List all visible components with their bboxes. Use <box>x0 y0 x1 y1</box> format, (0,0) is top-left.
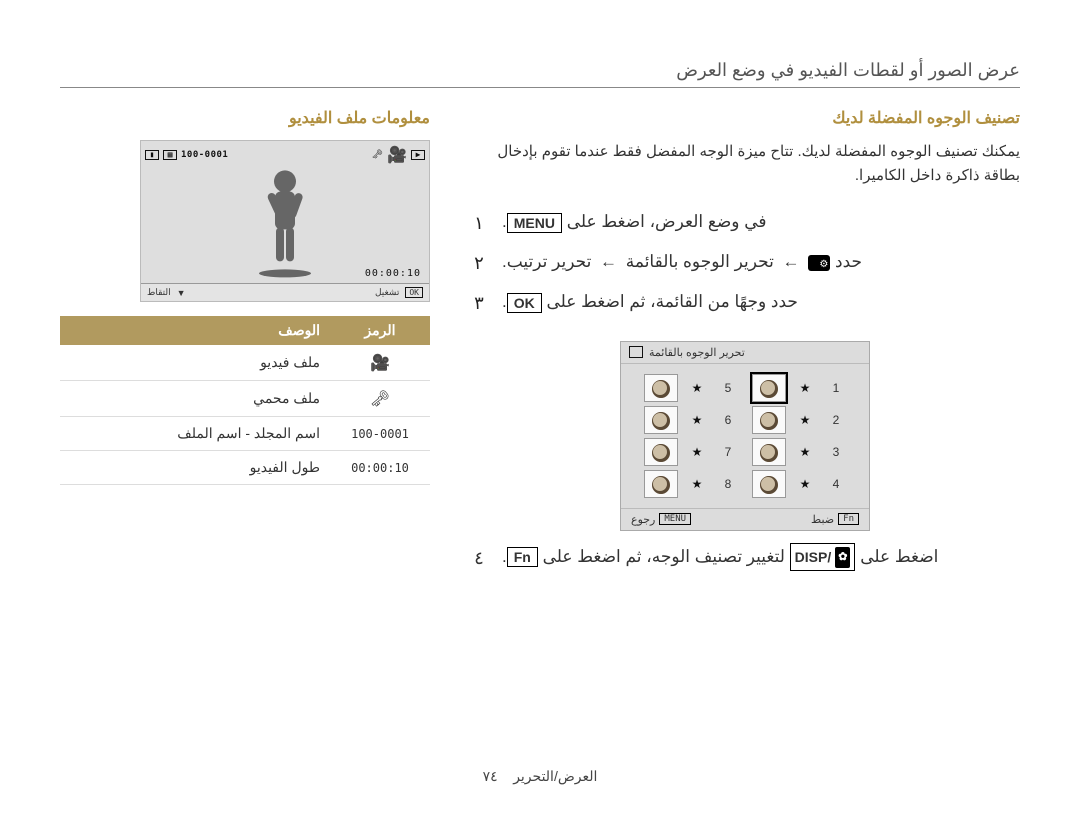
screen-topbar: ▶ 🎥 🗝 100-0001 ▦ ▮ <box>145 145 425 164</box>
symbol-cell: 00:00:10 <box>340 451 430 485</box>
intro-text: يمكنك تصنيف الوجوه المفضلة لديك. تتاح مي… <box>470 140 1020 188</box>
lock-icon: 🗝 <box>372 150 383 160</box>
star-icon: ★ <box>688 413 706 427</box>
fn-key: Fn <box>507 547 538 567</box>
col-symbol: الرمز <box>340 316 430 345</box>
step-item: ٣ حدد وجهًا من القائمة، ثم اضغط على OK. <box>470 286 1020 320</box>
icon-table: الرمز الوصف 🎥ملف فيديو🗝ملف محمي100-0001ا… <box>60 316 430 485</box>
symbol-cell: 🗝 <box>340 381 430 417</box>
face-rank-number: 2 <box>824 413 848 427</box>
footer-section: العرض/التحرير <box>513 768 597 784</box>
arrow-left-icon: ← <box>596 252 621 271</box>
face-rank-number: 1 <box>824 381 848 395</box>
steps-list: ١ في وضع العرض، اضغط على MENU. ٢ حدد ← تحري… <box>470 206 1020 321</box>
desc-cell: اسم المجلد - اسم الملف <box>60 417 340 451</box>
step-item: ٢ حدد ← تحرير الوجوه بالقائمة ← تحرير ترت… <box>470 246 1020 280</box>
video-file-icon: 🎥 <box>387 145 407 164</box>
folder-number: 100-0001 <box>181 150 228 160</box>
step-body: في وضع العرض، اضغط على MENU. <box>502 206 767 240</box>
face-rank-number: 7 <box>716 445 740 459</box>
table-row: 🎥ملف فيديو <box>60 345 430 381</box>
screen-bottombar: OK تشغيل ▼ التقاط <box>141 283 429 301</box>
play-label: تشغيل <box>375 287 399 298</box>
star-icon: ★ <box>796 413 814 427</box>
page-title: عرض الصور أو لقطات الفيديو في وضع العرض <box>676 60 1020 80</box>
face-thumbnail[interactable] <box>752 374 786 402</box>
capture-label: التقاط <box>147 287 171 298</box>
face-thumbnail[interactable] <box>752 470 786 498</box>
face-screen-title: تحرير الوجوه بالقائمة <box>649 346 745 359</box>
face-grid: 1 ★ 5 ★ 2 ★ 6 ★ 3 ★ 7 ★ 4 ★ 8 ★ <box>621 364 869 508</box>
step-number: ٣ <box>470 286 488 320</box>
child-figure-icon <box>250 163 320 283</box>
star-icon: ★ <box>688 381 706 395</box>
desc-cell: ملف فيديو <box>60 345 340 381</box>
step-body: حدد وجهًا من القائمة، ثم اضغط على OK. <box>502 286 798 320</box>
face-edit-screen: تحرير الوجوه بالقائمة 1 ★ 5 ★ 2 ★ 6 ★ 3 ★ 7 ★ 4 ★ 8 ★ F… <box>620 341 870 531</box>
step-body: حدد ← تحرير الوجوه بالقائمة ← تحرير ترتي… <box>502 246 862 280</box>
menu-button[interactable]: MENU <box>659 513 691 525</box>
menu-key: MENU <box>507 213 562 233</box>
step-number: ٢ <box>470 246 488 280</box>
face-rank-number: 8 <box>716 477 740 491</box>
face-rank-number: 6 <box>716 413 740 427</box>
page-header: عرض الصور أو لقطات الفيديو في وضع العرض <box>60 60 1020 88</box>
step-4: ٤ اضغط على ✿/DISP لتغيير تصنيف الوجه، ثم… <box>470 541 1020 575</box>
star-icon: ★ <box>796 381 814 395</box>
section-title-faces: تصنيف الوجوه المفضلة لديك <box>470 108 1020 128</box>
star-icon: ★ <box>688 445 706 459</box>
back-label: رجوع <box>631 513 655 526</box>
timestamp: 00:00:10 <box>365 268 421 279</box>
set-label: ضبط <box>811 513 834 526</box>
left-column: تصنيف الوجوه المفضلة لديك يمكنك تصنيف ال… <box>470 108 1020 575</box>
video-screen: ▶ 🎥 🗝 100-0001 ▦ ▮ <box>140 140 430 302</box>
face-rank-number: 5 <box>716 381 740 395</box>
face-rank-number: 4 <box>824 477 848 491</box>
step-body: اضغط على ✿/DISP لتغيير تصنيف الوجه، ثم ا… <box>502 541 938 575</box>
table-row: 00:00:10طول الفيديو <box>60 451 430 485</box>
play-mode-icon: ▶ <box>411 150 425 160</box>
face-thumbnail[interactable] <box>752 438 786 466</box>
desc-cell: ملف محمي <box>60 381 340 417</box>
step-number: ٤ <box>470 541 488 575</box>
ok-key: OK <box>507 293 542 313</box>
arrow-left-icon: ← <box>779 252 804 271</box>
star-icon: ★ <box>688 477 706 491</box>
face-thumbnail[interactable] <box>644 470 678 498</box>
col-desc: الوصف <box>60 316 340 345</box>
settings-icon <box>808 255 830 271</box>
table-row: 🗝ملف محمي <box>60 381 430 417</box>
fn-button[interactable]: Fn <box>838 513 859 525</box>
face-mode-icon <box>629 346 643 358</box>
right-column: معلومات ملف الفيديو ▶ 🎥 🗝 100-0001 ▦ ▮ <box>60 108 430 575</box>
capture-icon: ▼ <box>177 288 186 298</box>
page-footer: العرض/التحرير ٧٤ <box>0 768 1080 785</box>
table-row: 100-0001اسم المجلد - اسم الملف <box>60 417 430 451</box>
step-number: ١ <box>470 206 488 240</box>
symbol-cell: 100-0001 <box>340 417 430 451</box>
star-icon: ★ <box>796 477 814 491</box>
section-title-video-info: معلومات ملف الفيديو <box>60 108 430 128</box>
desc-cell: طول الفيديو <box>60 451 340 485</box>
face-rank-number: 3 <box>824 445 848 459</box>
step-item: ١ في وضع العرض، اضغط على MENU. <box>470 206 1020 240</box>
battery-icon: ▮ <box>145 150 159 160</box>
star-icon: ★ <box>796 445 814 459</box>
ok-button-label[interactable]: OK <box>405 287 423 298</box>
face-thumbnail[interactable] <box>644 374 678 402</box>
face-thumbnail[interactable] <box>644 438 678 466</box>
symbol-cell: 🎥 <box>340 345 430 381</box>
memory-icon: ▦ <box>163 150 177 160</box>
face-thumbnail[interactable] <box>644 406 678 434</box>
face-thumbnail[interactable] <box>752 406 786 434</box>
disp-key: ✿/DISP <box>790 543 856 572</box>
footer-page-num: ٧٤ <box>483 768 498 784</box>
